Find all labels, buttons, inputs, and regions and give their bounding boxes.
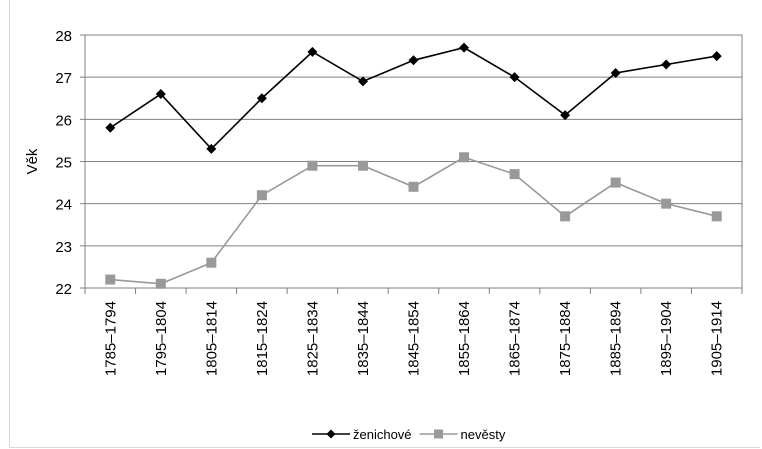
- data-point: [610, 67, 621, 78]
- data-point: [408, 55, 419, 66]
- x-tick-label: 1895–1904: [658, 301, 675, 376]
- data-point: [206, 143, 217, 154]
- data-point: [307, 160, 318, 171]
- data-point: [661, 59, 672, 70]
- data-point: [256, 93, 267, 104]
- data-point: [105, 122, 116, 133]
- data-point: [661, 198, 672, 209]
- data-point: [711, 51, 722, 62]
- x-tick-label: 1825–1834: [304, 301, 321, 376]
- y-axis: 22 23 24 25 26 27 28: [55, 28, 85, 298]
- data-point: [560, 211, 571, 222]
- gridlines: [85, 76, 742, 247]
- data-point: [509, 72, 520, 83]
- y-tick-label: 23: [55, 239, 72, 256]
- legend-marker: [326, 429, 336, 439]
- x-tick-label: 1875–1884: [557, 301, 574, 376]
- x-tick-label: 1795–1804: [153, 301, 170, 376]
- y-tick-label: 24: [55, 197, 72, 214]
- x-axis: 1785–1794 1795–1804 1805–1814 1815–1824 1825…: [84, 288, 743, 376]
- data-point: [256, 190, 267, 201]
- data-point: [155, 89, 166, 100]
- data-point: [206, 257, 217, 268]
- x-tick-label: 1905–1914: [709, 301, 726, 376]
- x-tick-label: 1865–1874: [507, 301, 524, 376]
- legend-item: nevěsty: [419, 427, 506, 442]
- data-point: [711, 211, 722, 222]
- data-point: [610, 177, 621, 188]
- series-1: [105, 42, 722, 154]
- data-point: [357, 160, 368, 171]
- x-tick-label: 1815–1824: [254, 301, 271, 376]
- y-axis-label: Věk: [24, 148, 41, 174]
- series-line: [110, 156, 717, 285]
- legend-marker: [434, 429, 444, 439]
- y-tick-label: 25: [55, 155, 72, 172]
- legend-label: nevěsty: [461, 427, 506, 442]
- data-point: [459, 42, 470, 53]
- y-tick-label: 26: [55, 112, 72, 129]
- data-point: [357, 76, 368, 87]
- y-tick-label: 22: [55, 281, 72, 298]
- legend-item: ženichové: [312, 427, 412, 442]
- data-point: [307, 46, 318, 57]
- data-point: [459, 152, 470, 163]
- x-tick-label: 1805–1814: [203, 301, 220, 376]
- series-layer: [105, 42, 722, 289]
- series-2: [105, 152, 722, 289]
- x-tick-label: 1845–1854: [406, 301, 423, 376]
- legend-label: ženichové: [353, 427, 412, 442]
- x-tick-label: 1855–1864: [456, 301, 473, 376]
- x-tick-label: 1885–1894: [608, 301, 625, 376]
- chart-frame: [9, 0, 760, 448]
- y-tick-label: 27: [55, 70, 72, 87]
- x-tick-label: 1835–1844: [355, 301, 372, 376]
- y-tick-label: 28: [55, 28, 72, 45]
- data-point: [560, 110, 571, 121]
- data-point: [408, 181, 419, 192]
- data-point: [155, 278, 166, 289]
- x-tick-label: 1785–1794: [102, 301, 119, 376]
- data-point: [105, 274, 116, 285]
- data-point: [509, 169, 520, 180]
- legend: ženichové nevěsty: [312, 427, 506, 442]
